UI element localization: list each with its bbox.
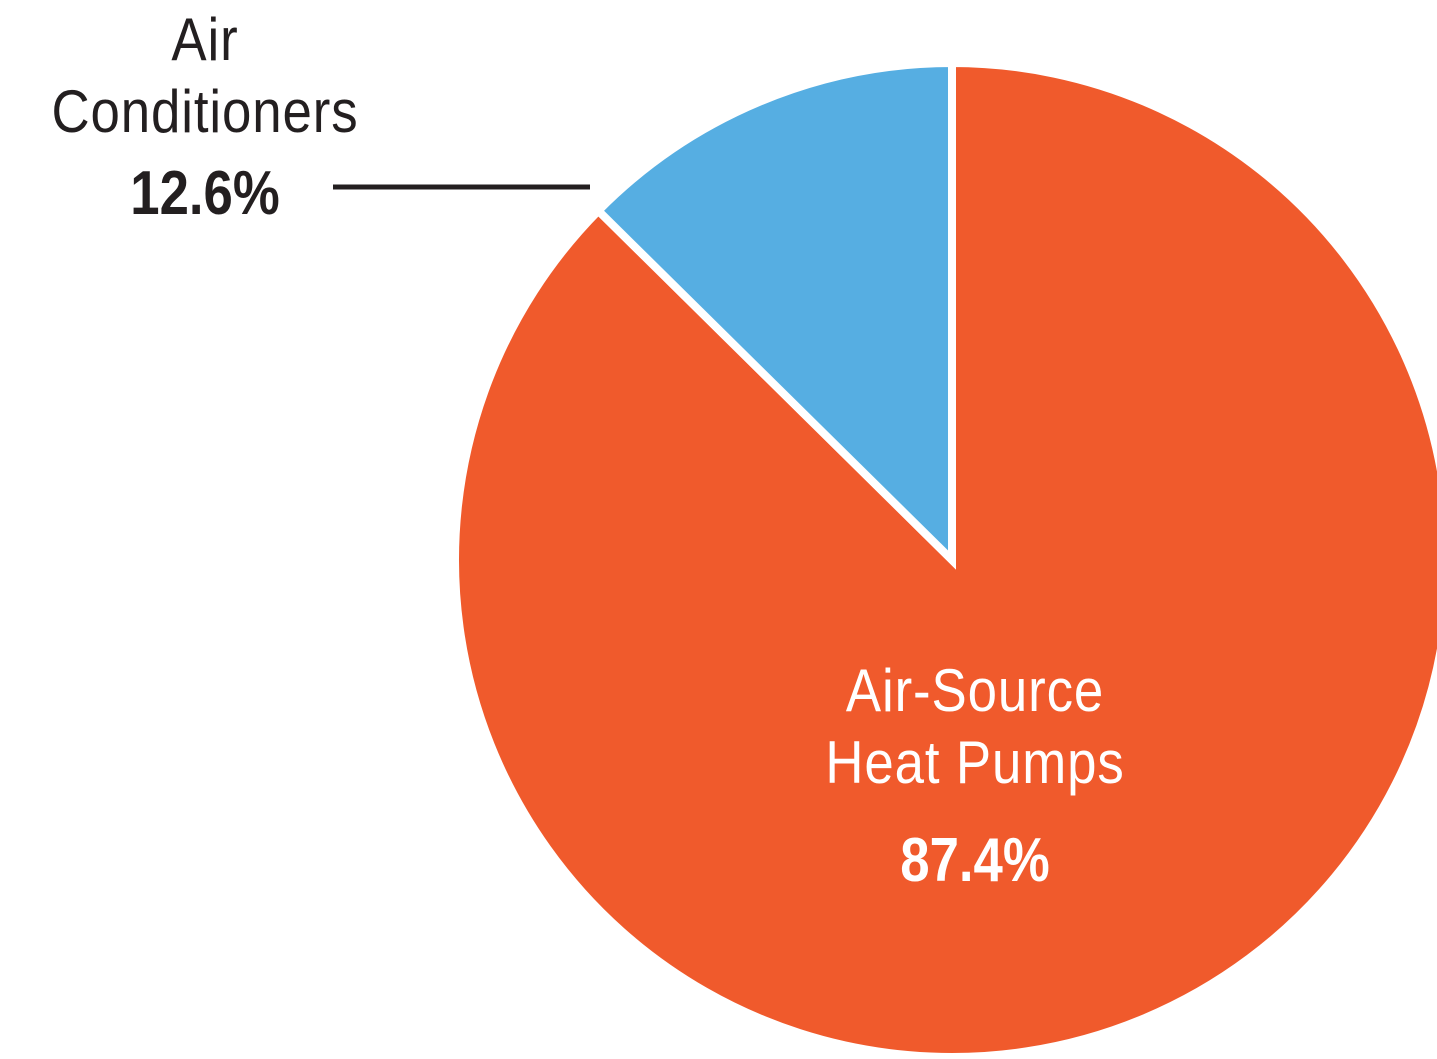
- value-label: 12.6%: [130, 159, 280, 228]
- pie-slice: [451, 58, 1437, 1059]
- slice-label: Air Conditioners: [51, 6, 359, 145]
- pie-slice: [592, 58, 956, 570]
- slice-label: Air-Source Heat Pumps: [825, 657, 1125, 796]
- value-label: 87.4%: [900, 826, 1050, 895]
